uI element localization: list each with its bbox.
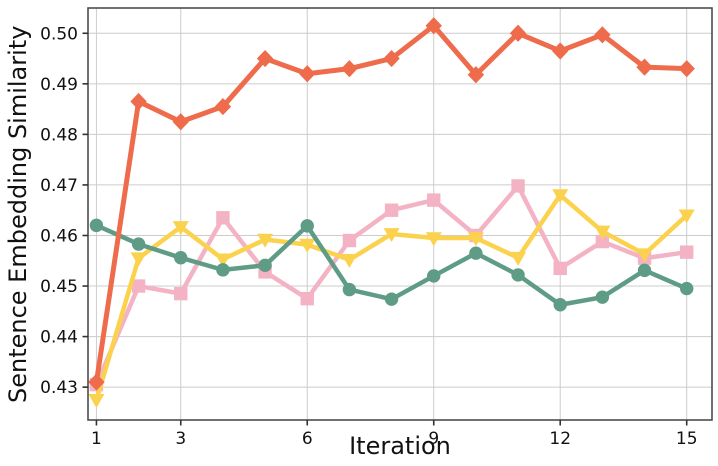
marker-square-pink-squares <box>174 286 188 301</box>
marker-diamond-coral-diamonds <box>678 60 695 78</box>
marker-triangle-down-yellow-triangles <box>425 232 442 247</box>
marker-triangle-down-yellow-triangles <box>130 252 147 267</box>
marker-circle-teal-circles <box>427 269 441 283</box>
marker-square-pink-squares <box>384 203 399 217</box>
y-tick-label: 0.44 <box>40 328 78 348</box>
marker-triangle-down-yellow-triangles <box>510 251 527 266</box>
marker-diamond-coral-diamonds <box>552 42 569 60</box>
marker-circle-teal-circles <box>637 263 652 278</box>
y-tick-label: 0.50 <box>40 24 78 44</box>
marker-square-pink-squares <box>680 245 694 259</box>
x-tick-label: 15 <box>676 429 698 449</box>
marker-circle-teal-circles <box>384 292 399 306</box>
marker-diamond-coral-diamonds <box>130 92 147 111</box>
marker-diamond-coral-diamonds <box>299 65 316 83</box>
marker-circle-teal-circles <box>511 268 525 282</box>
marker-square-pink-squares <box>342 233 357 248</box>
marker-triangle-down-yellow-triangles <box>383 228 400 243</box>
x-tick-label: 6 <box>302 429 313 449</box>
marker-square-pink-squares <box>300 291 314 306</box>
marker-triangle-down-yellow-triangles <box>299 238 316 253</box>
x-axis-label: Iteration <box>349 432 451 460</box>
marker-diamond-coral-diamonds <box>594 26 611 44</box>
marker-triangle-down-yellow-triangles <box>636 248 653 263</box>
marker-diamond-coral-diamonds <box>636 58 653 76</box>
y-tick-label: 0.46 <box>40 226 78 246</box>
marker-triangle-down-yellow-triangles <box>172 221 189 236</box>
marker-diamond-coral-diamonds <box>88 373 105 391</box>
marker-diamond-coral-diamonds <box>341 60 358 78</box>
y-tick-label: 0.45 <box>40 277 78 297</box>
y-tick-label: 0.49 <box>40 75 78 95</box>
marker-triangle-down-yellow-triangles <box>341 253 358 268</box>
y-tick-label: 0.47 <box>40 176 78 196</box>
marker-square-pink-squares <box>595 234 610 249</box>
marker-diamond-coral-diamonds <box>509 24 527 42</box>
marker-diamond-coral-diamonds <box>467 66 485 84</box>
marker-circle-teal-circles <box>216 263 230 277</box>
marker-circle-teal-circles <box>89 218 104 233</box>
marker-circle-teal-circles <box>595 290 610 304</box>
x-tick-label: 3 <box>175 429 186 449</box>
x-tick-label: 1 <box>91 429 102 449</box>
marker-square-pink-squares <box>553 261 567 276</box>
marker-circle-teal-circles <box>680 281 694 296</box>
marker-diamond-coral-diamonds <box>256 49 274 68</box>
y-tick-label: 0.48 <box>40 125 78 145</box>
marker-circle-teal-circles <box>469 246 483 260</box>
marker-square-pink-squares <box>216 211 230 225</box>
x-tick-label: 9 <box>428 429 439 449</box>
marker-triangle-down-yellow-triangles <box>678 209 695 224</box>
marker-diamond-coral-diamonds <box>172 113 189 131</box>
marker-triangle-down-yellow-triangles <box>214 253 231 268</box>
x-tick-label: 12 <box>549 429 571 449</box>
marker-square-pink-squares <box>131 279 146 293</box>
marker-circle-teal-circles <box>174 251 188 265</box>
marker-triangle-down-yellow-triangles <box>88 393 105 408</box>
marker-triangle-down-yellow-triangles <box>594 225 611 240</box>
marker-triangle-down-yellow-triangles <box>257 233 274 248</box>
marker-triangle-down-yellow-triangles <box>552 189 569 204</box>
marker-circle-teal-circles <box>131 237 146 251</box>
axes-spines <box>87 7 713 421</box>
marker-diamond-coral-diamonds <box>425 17 442 35</box>
marker-square-pink-squares <box>427 193 441 207</box>
y-tick-label: 0.43 <box>40 378 78 398</box>
marker-circle-teal-circles <box>258 258 272 273</box>
marker-circle-teal-circles <box>300 219 314 233</box>
marker-circle-teal-circles <box>342 282 357 297</box>
marker-diamond-coral-diamonds <box>214 97 232 116</box>
marker-circle-teal-circles <box>553 298 567 312</box>
marker-square-pink-squares <box>511 179 525 193</box>
marker-triangle-down-yellow-triangles <box>467 232 484 247</box>
marker-diamond-coral-diamonds <box>383 49 400 68</box>
